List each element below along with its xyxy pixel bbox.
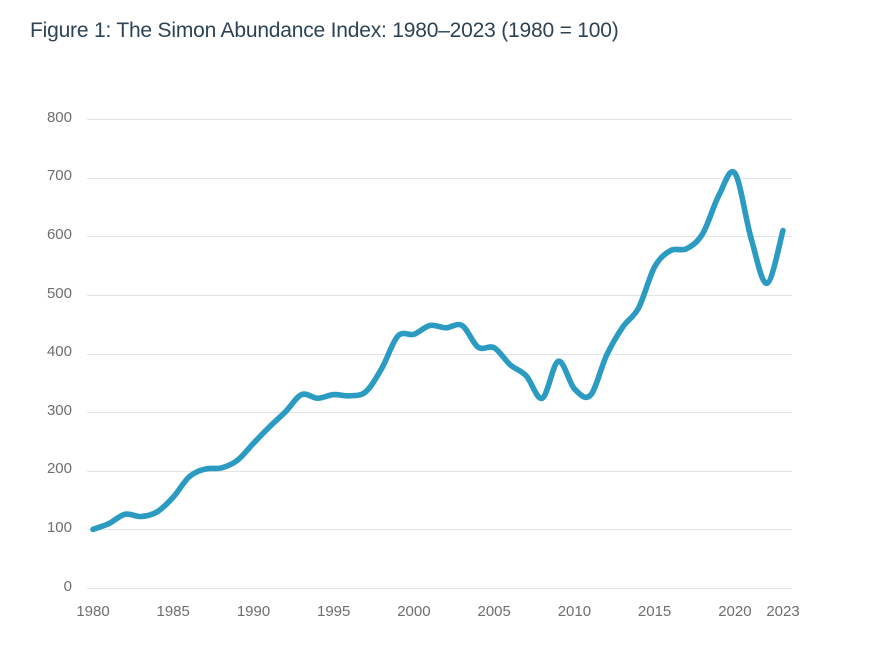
figure-title: Figure 1: The Simon Abundance Index: 198… [30, 19, 619, 42]
gridline-500 [87, 295, 792, 296]
x-axis-label: 2020 [718, 603, 752, 620]
gridline-700 [87, 177, 792, 179]
x-axis-label: 1995 [317, 603, 351, 620]
index-line-series [90, 168, 786, 533]
x-axis-label: 1985 [156, 603, 190, 620]
gridline-0 [87, 588, 792, 589]
y-axis-label: 600 [46, 225, 72, 243]
gridline-200 [87, 470, 792, 472]
y-axis-label: 200 [46, 460, 72, 478]
x-axis-label: 1980 [76, 603, 110, 620]
x-axis-label: 1990 [236, 603, 271, 620]
gridline-800 [87, 119, 792, 121]
y-axis-label: 0 [63, 577, 72, 595]
x-axis-label: 2000 [397, 603, 431, 620]
x-axis-label: 2005 [477, 603, 511, 620]
gridline-400 [87, 353, 792, 355]
y-axis-label: 300 [46, 401, 72, 419]
y-axis-label: 800 [46, 108, 72, 126]
y-axis-label: 500 [46, 284, 72, 302]
y-axis-label: 400 [46, 343, 72, 361]
gridline-300 [87, 412, 792, 414]
y-axis-label: 100 [46, 518, 72, 536]
x-axis-label: 2023 [766, 603, 800, 620]
gridline-600 [87, 236, 792, 238]
x-axis-label: 2015 [637, 603, 672, 620]
x-axis-label: 2010 [557, 603, 592, 620]
y-axis-label: 700 [46, 167, 72, 185]
gridline-100 [87, 529, 792, 531]
